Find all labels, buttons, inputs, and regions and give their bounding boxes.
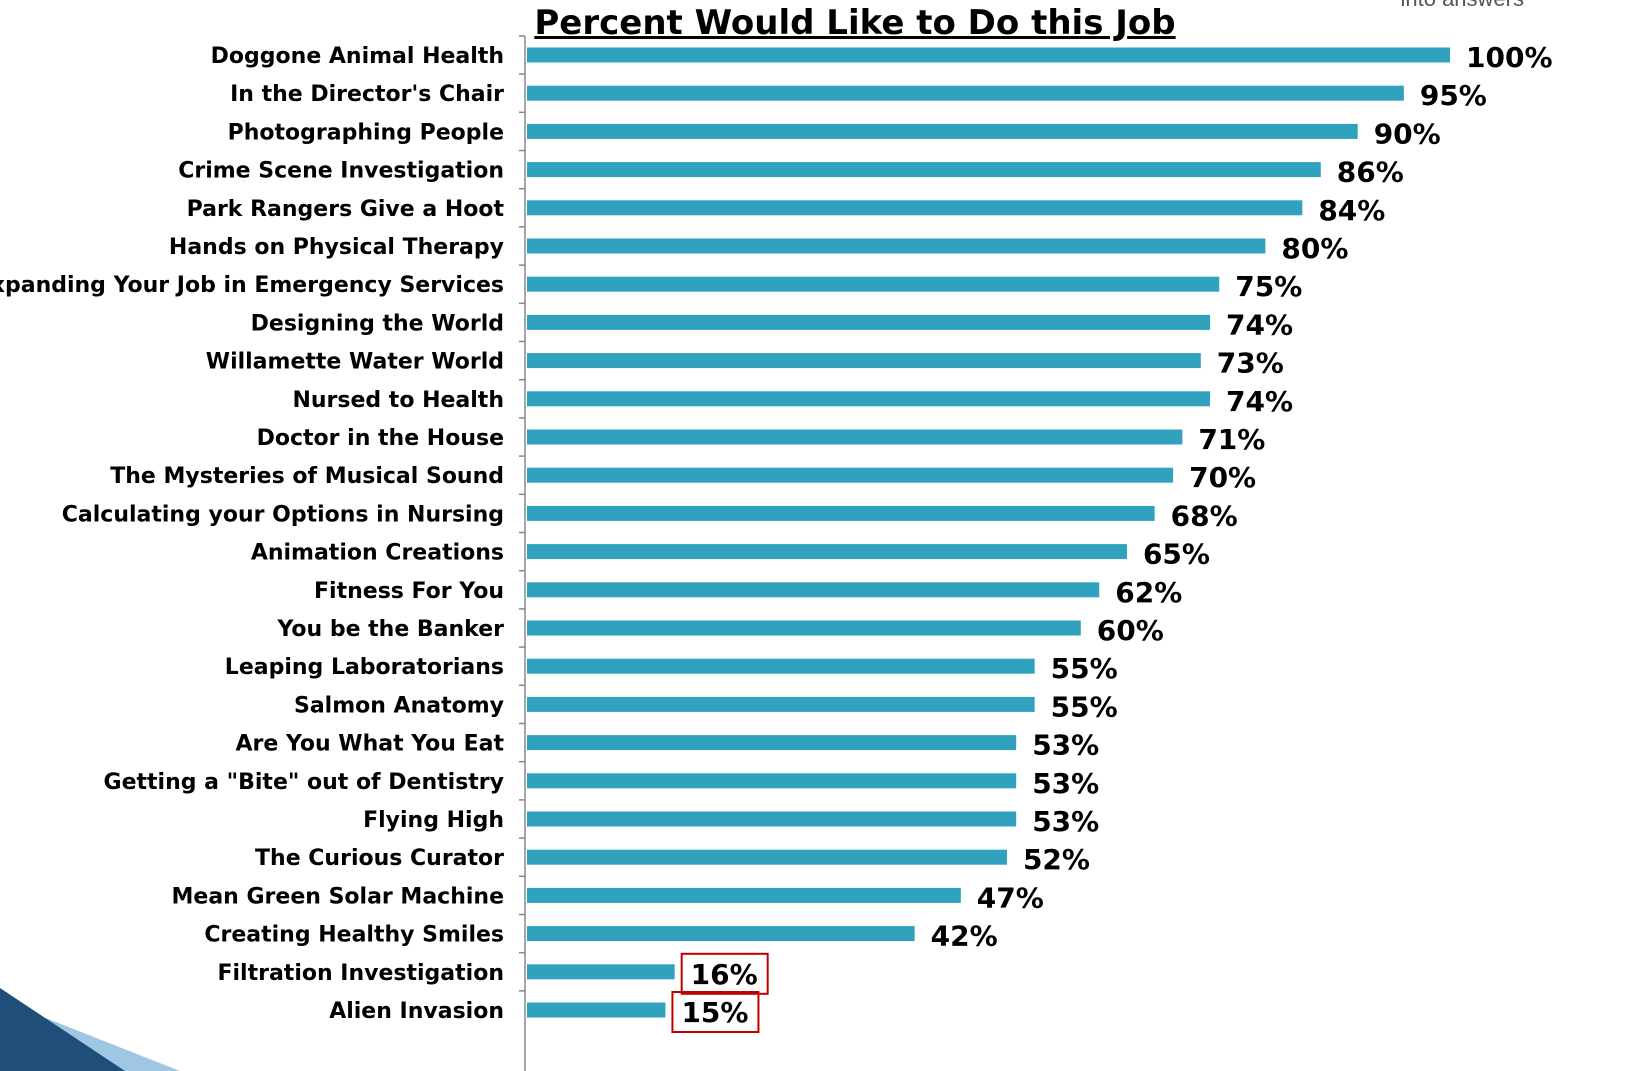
highlight-box-alien-invasion bbox=[671, 991, 760, 1033]
bar-doctor-in-the-house bbox=[527, 429, 1183, 445]
value-label-alien-invasion: 15% bbox=[681, 996, 748, 1029]
category-label-the-curious-curator: The Curious Curator bbox=[255, 846, 504, 871]
bar-are-you-what-you-eat bbox=[527, 735, 1017, 751]
category-label-crime-scene-investigation: Crime Scene Investigation bbox=[178, 159, 504, 184]
brand-tagline: into answers bbox=[1400, 0, 1524, 12]
value-label-designing-the-world: 74% bbox=[1226, 308, 1293, 341]
bar-photographing-people bbox=[527, 123, 1358, 139]
bar-leaping-laboratorians bbox=[527, 658, 1035, 674]
chart-marks: Doggone Animal Health 100% In the Director… bbox=[0, 35, 1553, 1033]
category-label-doggone-animal-health: Doggone Animal Health bbox=[211, 44, 504, 69]
bar-in-the-director-s-chair bbox=[527, 85, 1404, 101]
category-label-doctor-in-the-house: Doctor in the House bbox=[257, 426, 504, 451]
bar-flying-high bbox=[527, 811, 1017, 827]
bar-designing-the-world bbox=[527, 314, 1211, 330]
bar-doggone-animal-health bbox=[527, 47, 1450, 63]
value-label-doggone-animal-health: 100% bbox=[1466, 41, 1553, 74]
value-label-are-you-what-you-eat: 53% bbox=[1032, 729, 1099, 762]
value-label-you-be-the-banker: 60% bbox=[1097, 614, 1164, 647]
value-label-photographing-people: 90% bbox=[1374, 117, 1441, 150]
bar-fitness-for-you bbox=[527, 582, 1100, 598]
bar-animation-creations bbox=[527, 544, 1127, 560]
bar-the-curious-curator bbox=[527, 849, 1007, 865]
category-label-are-you-what-you-eat: Are You What You Eat bbox=[236, 732, 505, 757]
bar-salmon-anatomy bbox=[527, 696, 1035, 712]
value-label-expanding-your-job-in-emergency-services: 75% bbox=[1235, 270, 1302, 303]
bar-crime-scene-investigation bbox=[527, 162, 1321, 178]
category-label-filtration-investigation: Filtration Investigation bbox=[217, 961, 504, 986]
category-label-leaping-laboratorians: Leaping Laboratorians bbox=[225, 655, 504, 680]
value-label-park-rangers-give-a-hoot: 84% bbox=[1318, 194, 1385, 227]
value-label-the-mysteries-of-musical-sound: 70% bbox=[1189, 461, 1256, 494]
value-label-salmon-anatomy: 55% bbox=[1051, 690, 1118, 723]
value-label-flying-high: 53% bbox=[1032, 805, 1099, 838]
category-label-nursed-to-health: Nursed to Health bbox=[292, 388, 504, 413]
category-label-calculating-your-options-in-nursing: Calculating your Options in Nursing bbox=[62, 502, 504, 527]
highlight-box-filtration-investigation bbox=[680, 952, 769, 995]
bar-alien-invasion bbox=[527, 1002, 666, 1018]
bar-expanding-your-job-in-emergency-services bbox=[527, 276, 1220, 292]
value-label-creating-healthy-smiles: 42% bbox=[931, 920, 998, 953]
value-label-in-the-director-s-chair: 95% bbox=[1420, 79, 1487, 112]
value-label-animation-creations: 65% bbox=[1143, 538, 1210, 571]
category-label-you-be-the-banker: You be the Banker bbox=[276, 617, 504, 642]
bar-willamette-water-world bbox=[527, 353, 1201, 369]
value-label-getting-a-bite-out-of-dentistry: 53% bbox=[1032, 767, 1099, 800]
bar-you-be-the-banker bbox=[527, 620, 1081, 636]
category-label-alien-invasion: Alien Invasion bbox=[329, 999, 504, 1024]
category-label-flying-high: Flying High bbox=[363, 808, 504, 833]
chart-title: Percent Would Like to Do this Job bbox=[534, 3, 1176, 43]
category-label-animation-creations: Animation Creations bbox=[251, 541, 504, 566]
value-label-the-curious-curator: 52% bbox=[1023, 843, 1090, 876]
value-label-mean-green-solar-machine: 47% bbox=[977, 881, 1044, 914]
value-label-hands-on-physical-therapy: 80% bbox=[1281, 232, 1348, 265]
value-label-fitness-for-you: 62% bbox=[1115, 576, 1182, 609]
category-label-park-rangers-give-a-hoot: Park Rangers Give a Hoot bbox=[187, 197, 505, 222]
category-label-the-mysteries-of-musical-sound: The Mysteries of Musical Sound bbox=[110, 464, 504, 489]
category-label-getting-a-bite-out-of-dentistry: Getting a "Bite" out of Dentistry bbox=[104, 770, 504, 795]
category-label-salmon-anatomy: Salmon Anatomy bbox=[294, 693, 504, 718]
bar-calculating-your-options-in-nursing bbox=[527, 505, 1155, 521]
bar-the-mysteries-of-musical-sound bbox=[527, 467, 1174, 483]
bar-getting-a-bite-out-of-dentistry bbox=[527, 773, 1017, 789]
value-label-crime-scene-investigation: 86% bbox=[1337, 156, 1404, 189]
value-label-willamette-water-world: 73% bbox=[1217, 347, 1284, 380]
category-label-fitness-for-you: Fitness For You bbox=[314, 579, 504, 604]
bar-nursed-to-health bbox=[527, 391, 1211, 407]
value-label-doctor-in-the-house: 71% bbox=[1198, 423, 1265, 456]
value-label-nursed-to-health: 74% bbox=[1226, 385, 1293, 418]
corner-decoration bbox=[0, 988, 180, 1071]
category-label-hands-on-physical-therapy: Hands on Physical Therapy bbox=[169, 235, 504, 260]
category-label-photographing-people: Photographing People bbox=[228, 120, 504, 145]
bar-creating-healthy-smiles bbox=[527, 926, 915, 942]
bar-hands-on-physical-therapy bbox=[527, 238, 1266, 254]
corner-shape-dark bbox=[0, 988, 125, 1071]
category-label-in-the-director-s-chair: In the Director's Chair bbox=[230, 82, 504, 107]
category-label-willamette-water-world: Willamette Water World bbox=[206, 350, 504, 375]
category-label-mean-green-solar-machine: Mean Green Solar Machine bbox=[172, 884, 504, 909]
value-label-leaping-laboratorians: 55% bbox=[1051, 652, 1118, 685]
bar-filtration-investigation bbox=[527, 964, 675, 980]
category-label-expanding-your-job-in-emergency-services: Expanding Your Job in Emergency Services bbox=[0, 273, 504, 298]
bar-mean-green-solar-machine bbox=[527, 887, 961, 903]
category-label-creating-healthy-smiles: Creating Healthy Smiles bbox=[204, 923, 504, 948]
value-label-filtration-investigation: 16% bbox=[691, 958, 758, 991]
value-label-calculating-your-options-in-nursing: 68% bbox=[1171, 499, 1238, 532]
bar-park-rangers-give-a-hoot bbox=[527, 200, 1303, 216]
category-label-designing-the-world: Designing the World bbox=[251, 311, 504, 336]
